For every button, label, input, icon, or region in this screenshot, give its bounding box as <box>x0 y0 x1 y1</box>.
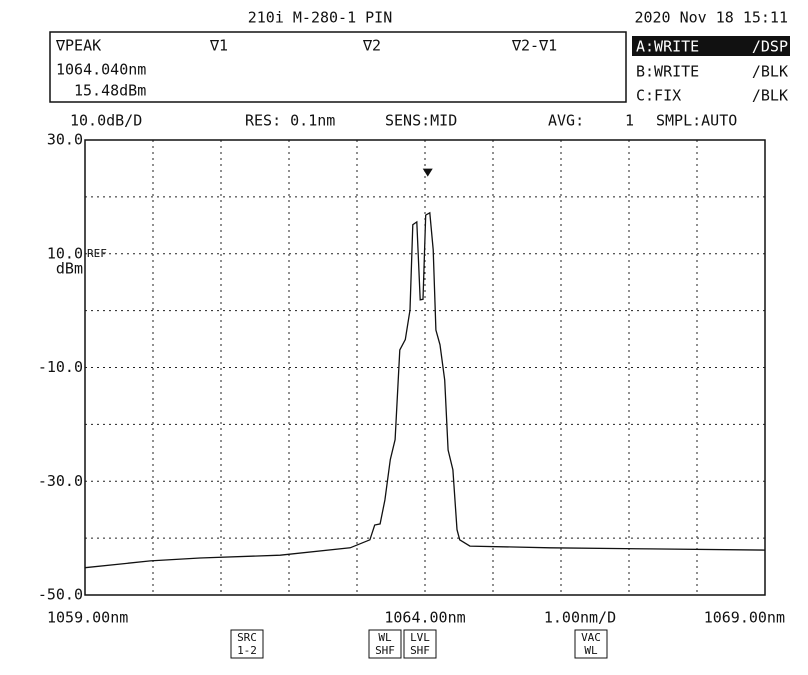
x-tick-label: 1059.00nm <box>47 609 128 627</box>
resolution: RES: 0.1nm <box>245 112 335 130</box>
trace-highlight <box>632 36 790 56</box>
sensitivity: SENS:MID <box>385 112 457 130</box>
trace-mode: C:FIX <box>636 87 681 105</box>
soft-key <box>368 629 402 659</box>
trace-mode: A:WRITE <box>636 38 699 56</box>
marker-label: ∇PEAK <box>55 37 101 55</box>
x-tick-label: 1069.00nm <box>704 609 785 627</box>
y-unit: dBm <box>56 259 83 277</box>
soft-key-label: SHF <box>375 644 395 657</box>
y-tick-label: 10.0 <box>47 244 83 262</box>
marker-box <box>49 31 627 103</box>
trace-state: /BLK <box>752 87 788 105</box>
sampling: SMPL:AUTO <box>656 112 737 130</box>
soft-key-label: WL <box>378 631 392 644</box>
averaging: AVG: <box>548 112 584 130</box>
y-tick-label: -50.0 <box>38 586 83 604</box>
trace-state: /DSP <box>752 38 788 56</box>
y-tick-label: 30.0 <box>47 131 83 149</box>
soft-key-label: VAC <box>581 631 601 644</box>
soft-key <box>230 629 264 659</box>
soft-key-label: LVL <box>410 631 430 644</box>
marker-label: ∇2 <box>362 37 381 55</box>
marker-label: ∇2-∇1 <box>511 37 557 55</box>
x-tick-label: 1064.00nm <box>384 609 465 627</box>
marker-label: ∇1 <box>209 37 228 55</box>
soft-key <box>574 629 608 659</box>
datetime: 2020 Nov 18 15:11 <box>634 9 788 27</box>
model: 210i M-280-1 PIN <box>248 9 393 27</box>
soft-key-label: SHF <box>410 644 430 657</box>
averaging-value: 1 <box>625 112 634 130</box>
soft-key-label: WL <box>584 644 598 657</box>
spectrum-trace <box>84 211 766 569</box>
soft-key-label: SRC <box>237 631 257 644</box>
trace-mode: B:WRITE <box>636 63 699 81</box>
soft-key <box>403 629 437 659</box>
peak-wavelength: 1064.040nm <box>56 61 146 79</box>
peak-level: 15.48dBm <box>74 82 146 100</box>
scale: 10.0dB/D <box>70 112 142 130</box>
y-tick-label: -30.0 <box>38 472 83 490</box>
plot-frame <box>84 139 766 596</box>
soft-key-label: 1-2 <box>237 644 257 657</box>
peak-marker <box>422 168 433 177</box>
span: 1.00nm/D <box>544 609 616 627</box>
ref-label: REF <box>87 247 107 260</box>
y-tick-label: -10.0 <box>38 358 83 376</box>
trace-state: /BLK <box>752 63 788 81</box>
